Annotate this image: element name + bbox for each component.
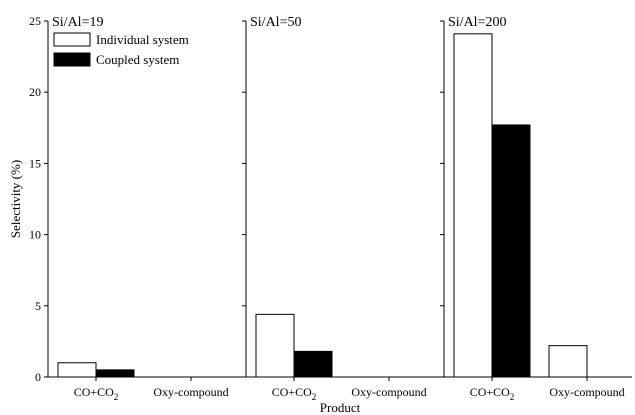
legend-label: Coupled system — [96, 52, 179, 67]
x-tick-label: Oxy-compound — [153, 385, 228, 399]
x-tick-label: Oxy-compound — [549, 385, 624, 399]
x-tick-label: CO+CO2 — [74, 385, 119, 402]
axes-layer — [44, 20, 632, 381]
y-tick-label: 20 — [29, 85, 41, 99]
x-tick-label: CO+CO2 — [272, 385, 317, 402]
panel-title: Si/Al=19 — [52, 15, 103, 30]
labels-layer: Selectivity (%) Product 0 5 10 15 20 25 CO+CO2 Ox… — [8, 14, 625, 415]
bar-individual — [255, 313, 295, 378]
bar-individual — [57, 362, 97, 378]
panel-1 — [44, 20, 245, 381]
legend-label: Individual system — [96, 32, 189, 47]
bar-coupled — [491, 124, 531, 378]
y-axis-label: Selectivity (%) — [8, 160, 23, 238]
y-tick-label: 5 — [35, 299, 41, 313]
x-tick-label: Oxy-compound — [351, 385, 426, 399]
y-tick-label: 10 — [29, 228, 41, 242]
y-tick-label: 15 — [29, 156, 41, 170]
x-axis-label: Product — [320, 400, 361, 415]
panel-title: Si/Al=200 — [448, 15, 506, 30]
bar-individual — [548, 345, 588, 378]
y-tick-label: 0 — [35, 370, 41, 384]
bar-individual — [453, 33, 493, 378]
panel-title: Si/Al=50 — [250, 15, 301, 30]
legend-swatch — [53, 32, 91, 47]
bars-layer — [57, 33, 588, 378]
legend-swatch — [53, 52, 91, 67]
bar-coupled — [95, 369, 135, 378]
y-tick-label: 25 — [29, 14, 41, 28]
x-tick-label: CO+CO2 — [470, 385, 515, 402]
bar-coupled — [293, 350, 333, 378]
legend: Individual system Coupled system — [53, 32, 189, 67]
